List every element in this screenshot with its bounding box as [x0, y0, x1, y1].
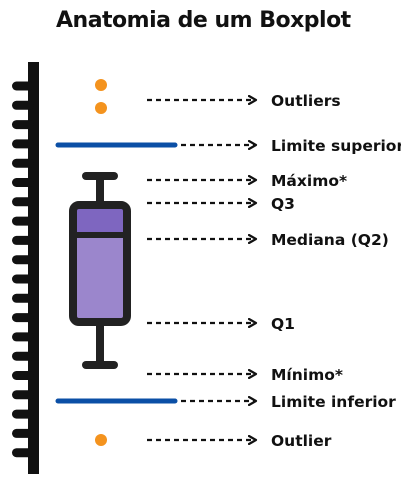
label-outlier: Outlier [271, 432, 332, 450]
label-minimum: Mínimo* [271, 366, 343, 384]
label-q1: Q1 [271, 315, 295, 333]
box-lower-section [73, 235, 127, 322]
pointer-arrows [147, 100, 256, 440]
spine-ring [12, 371, 34, 380]
boxplot-whiskers [82, 172, 118, 369]
spine-ring [12, 100, 34, 110]
spine-ring [12, 428, 34, 438]
spine-ring [12, 409, 34, 419]
boxplot-box [69, 201, 131, 326]
outlier-dot-bottom [95, 434, 107, 446]
spine-ring [12, 255, 34, 265]
label-maximum: Máximo* [271, 172, 347, 190]
spine-ring [12, 293, 34, 303]
spine-ring [12, 235, 34, 245]
outlier-dot-top-2 [95, 102, 107, 114]
spine-ring [12, 390, 34, 400]
label-median: Mediana (Q2) [271, 231, 389, 249]
outlier-dot-top-1 [95, 79, 107, 91]
spine-ring [12, 81, 34, 91]
diagram-title: Anatomia de um Boxplot [56, 8, 351, 33]
spine-ring [12, 197, 34, 207]
spine-ring [12, 313, 34, 323]
label-lower-limit: Limite inferior [271, 393, 396, 411]
spine-ring [12, 216, 34, 226]
spine-ring [12, 274, 34, 284]
notebook-spine [12, 62, 39, 474]
box-upper-section [73, 205, 127, 235]
label-outliers: Outliers [271, 92, 341, 110]
label-upper-limit: Limite superior [271, 137, 401, 155]
spine-ring [12, 351, 34, 361]
box-outline [69, 201, 131, 326]
spine-bar [28, 62, 39, 474]
label-q3: Q3 [271, 195, 295, 213]
spine-rings [12, 81, 34, 458]
spine-ring [12, 332, 34, 342]
spine-ring [12, 178, 34, 187]
spine-ring [12, 448, 34, 458]
spine-ring [12, 120, 34, 130]
spine-ring [12, 158, 34, 168]
spine-ring [12, 139, 34, 149]
